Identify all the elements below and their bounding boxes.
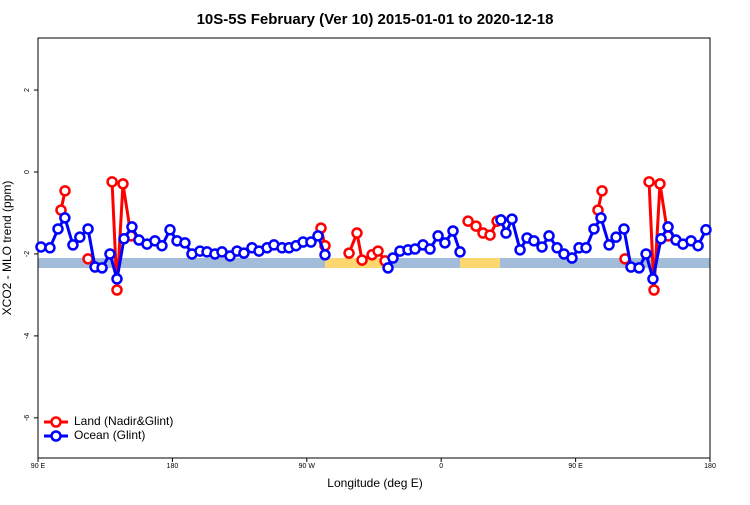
point bbox=[543, 230, 555, 242]
point bbox=[655, 233, 667, 245]
point bbox=[59, 212, 71, 224]
x-tick-label: 90 W bbox=[299, 463, 316, 470]
legend-marker bbox=[50, 416, 62, 428]
point bbox=[633, 262, 645, 274]
legend-marker bbox=[50, 430, 62, 442]
point bbox=[643, 176, 655, 188]
point bbox=[640, 248, 652, 260]
point bbox=[506, 213, 518, 225]
point bbox=[618, 223, 630, 235]
point bbox=[356, 254, 368, 266]
point bbox=[700, 224, 712, 236]
x-axis-label: Longitude (deg E) bbox=[327, 476, 422, 490]
point bbox=[528, 235, 540, 247]
point bbox=[500, 227, 512, 239]
point bbox=[118, 233, 130, 245]
point bbox=[126, 221, 138, 233]
point bbox=[74, 231, 86, 243]
point bbox=[495, 214, 507, 226]
point bbox=[454, 246, 466, 258]
point bbox=[536, 241, 548, 253]
point bbox=[484, 229, 496, 241]
y-tick-label: 0 bbox=[24, 170, 31, 174]
point bbox=[52, 223, 64, 235]
point bbox=[82, 253, 94, 265]
point bbox=[59, 185, 71, 197]
point bbox=[35, 241, 47, 253]
point bbox=[596, 185, 608, 197]
point bbox=[439, 237, 451, 249]
point bbox=[387, 252, 399, 264]
point bbox=[447, 225, 459, 237]
point bbox=[305, 236, 317, 248]
legend-label: Ocean (Glint) bbox=[74, 428, 145, 442]
x-tick-label: 90 E bbox=[31, 463, 46, 470]
point bbox=[67, 239, 79, 251]
point bbox=[382, 262, 394, 274]
point bbox=[588, 223, 600, 235]
map-strip bbox=[38, 258, 710, 268]
point bbox=[82, 223, 94, 235]
y-tick-label: -6 bbox=[24, 415, 31, 421]
point bbox=[111, 273, 123, 285]
point bbox=[654, 178, 666, 190]
point bbox=[566, 252, 578, 264]
point bbox=[156, 239, 168, 252]
point bbox=[551, 242, 563, 254]
y-tick-label: -2 bbox=[24, 251, 31, 257]
point bbox=[372, 245, 384, 257]
point bbox=[692, 239, 704, 252]
point bbox=[432, 230, 444, 242]
y-tick-label: 2 bbox=[24, 88, 31, 92]
point bbox=[104, 248, 116, 260]
land-strip bbox=[325, 258, 387, 268]
point bbox=[111, 284, 123, 296]
x-tick-label: 90 E bbox=[568, 463, 583, 470]
x-tick-label: 180 bbox=[704, 463, 716, 470]
legend-label: Land (Nadir&Glint) bbox=[74, 414, 173, 428]
point bbox=[595, 212, 607, 224]
point bbox=[648, 284, 660, 296]
point bbox=[462, 215, 474, 227]
point bbox=[351, 227, 363, 239]
point bbox=[319, 249, 331, 261]
point bbox=[343, 247, 355, 259]
point bbox=[603, 239, 615, 251]
point bbox=[312, 230, 324, 242]
point bbox=[96, 262, 108, 274]
y-axis-label: XCO2 - MLO trend (ppm) bbox=[0, 181, 14, 316]
point bbox=[164, 224, 176, 236]
x-tick-label: 0 bbox=[439, 463, 443, 470]
point bbox=[424, 243, 436, 255]
point bbox=[662, 221, 674, 233]
point bbox=[610, 231, 622, 243]
y-tick-label: -4 bbox=[24, 333, 31, 339]
point bbox=[238, 247, 250, 259]
point bbox=[514, 244, 526, 256]
x-tick-label: 180 bbox=[167, 463, 179, 470]
point bbox=[580, 242, 592, 254]
point bbox=[647, 273, 659, 285]
point bbox=[44, 242, 56, 254]
point bbox=[179, 237, 191, 249]
point bbox=[117, 178, 129, 190]
chart-title: 10S-5S February (Ver 10) 2015-01-01 to 2… bbox=[197, 11, 554, 28]
point bbox=[470, 220, 482, 232]
land-strip bbox=[460, 258, 500, 268]
point bbox=[106, 176, 118, 188]
